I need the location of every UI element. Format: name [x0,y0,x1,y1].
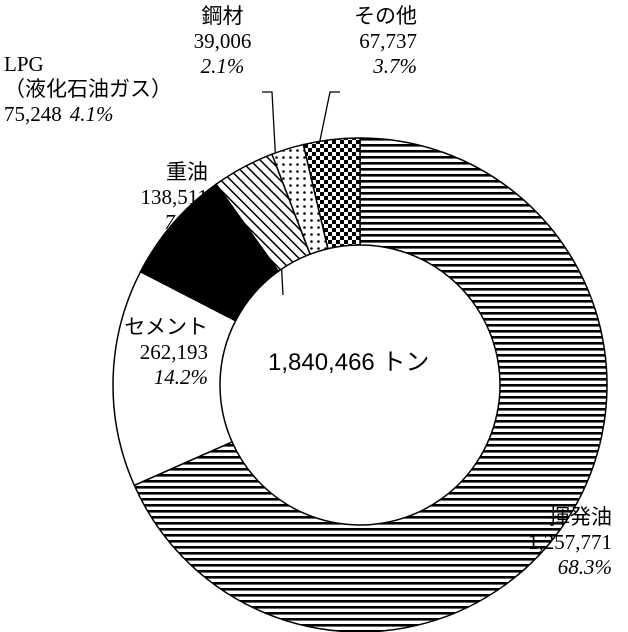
segment-label: 鋼材 39,006 2.1% [185,4,260,79]
segment-label: その他 67,737 3.7% [335,4,417,79]
percent-label: 4.1% [69,102,114,126]
category-label: 重油 [166,160,208,184]
value-label: 1,257,771 [528,530,612,554]
donut-segment [302,137,361,250]
percent-label: 7.5% [164,210,208,234]
value-row: 75,248 4.1% [4,102,244,127]
center-label: 1,840,466 トン [268,349,430,376]
value-label: 67,737 [359,29,417,53]
value-label: 39,006 [193,29,252,53]
percent-label: 3.7% [373,54,417,78]
category-label: LPG （液化石油ガス） [4,52,172,101]
segment-label: 揮発油 1,257,771 68.3% [478,505,612,580]
percent-label: 2.1% [200,54,245,78]
value-label: 262,193 [139,340,208,364]
percent-label: 14.2% [153,365,208,389]
value-label: 75,248 [4,102,62,126]
category-label: 揮発油 [549,505,612,529]
category-label: その他 [354,4,417,28]
category-label: 鋼材 [201,4,244,28]
leader-line [317,91,340,151]
segment-label: LPG （液化石油ガス） 75,248 4.1% [4,52,244,127]
percent-label: 68.3% [557,555,612,579]
category-label: セメント [124,315,208,339]
donut-segment [133,137,608,632]
value-label: 138,511 [140,185,208,209]
segment-label: セメント 262,193 14.2% [100,315,208,390]
segment-label: 重油 138,511 7.5% [118,160,208,235]
